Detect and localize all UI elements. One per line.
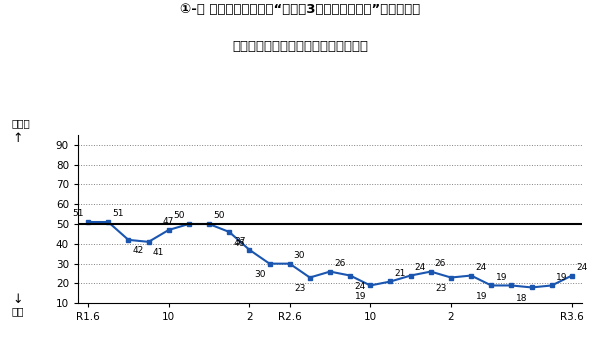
Text: 42: 42: [133, 246, 144, 255]
Text: 46: 46: [233, 239, 245, 248]
Text: 19: 19: [355, 292, 367, 301]
Text: 19: 19: [496, 273, 508, 282]
Text: 23: 23: [295, 284, 306, 293]
Text: 30: 30: [293, 251, 305, 260]
Text: 18: 18: [516, 294, 527, 303]
Text: 50: 50: [173, 211, 185, 220]
Text: 24: 24: [354, 282, 365, 291]
Text: 19: 19: [476, 292, 487, 301]
Text: 24: 24: [475, 263, 487, 272]
Text: 37: 37: [234, 237, 245, 246]
Text: ↓: ↓: [12, 293, 23, 306]
Text: 21: 21: [395, 269, 406, 278]
Text: 51: 51: [73, 209, 84, 218]
Text: 19: 19: [556, 273, 567, 282]
Text: 50: 50: [213, 211, 224, 220]
Text: 26: 26: [334, 259, 346, 268]
Text: ①-イ 国内の主食用米の“向こ卵3ヶ月の需給動向”について、: ①-イ 国内の主食用米の“向こ卵3ヶ月の需給動向”について、: [180, 3, 420, 17]
Text: 30: 30: [254, 270, 266, 279]
Text: 41: 41: [152, 248, 164, 257]
Text: 24: 24: [415, 263, 426, 272]
Text: どうなると考えていますか。（全体）: どうなると考えていますか。（全体）: [232, 40, 368, 54]
Text: 23: 23: [436, 284, 447, 293]
Text: 緩む: 緩む: [12, 307, 25, 317]
Text: 締まる: 締まる: [12, 118, 31, 128]
Text: 24: 24: [576, 263, 587, 272]
Text: 47: 47: [163, 217, 175, 226]
Text: 26: 26: [435, 259, 446, 268]
Text: ↑: ↑: [12, 132, 23, 145]
Text: 51: 51: [112, 209, 124, 218]
